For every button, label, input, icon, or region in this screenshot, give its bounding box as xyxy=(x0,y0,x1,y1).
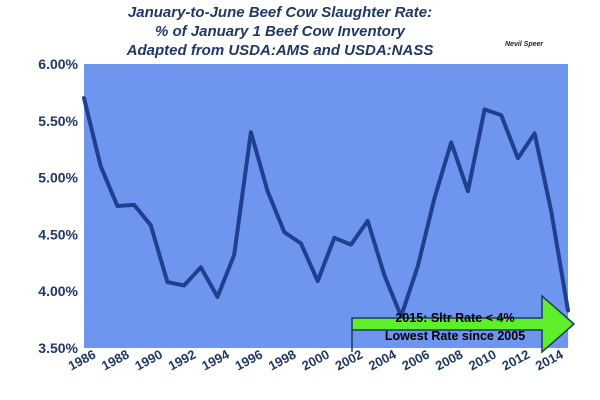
chart-subtitle: % of January 1 Beef Cow Inventory xyxy=(154,23,406,40)
plot-area xyxy=(84,64,568,348)
x-tick-label: 1998 xyxy=(266,347,299,374)
annotation-arrow xyxy=(351,294,576,354)
y-tick-label: 3.50% xyxy=(38,340,78,356)
y-axis-ticks: 3.50% 4.00% 4.50% 5.00% 5.50% 6.00% xyxy=(38,56,78,356)
x-tick-label: 1992 xyxy=(166,347,199,374)
x-axis-ticks: 1986 1988 1990 1992 1994 1996 1998 2000 2002 2004… xyxy=(66,346,567,373)
chart-source: Adapted from USDA:AMS and USDA:NASS xyxy=(126,42,434,59)
x-tick-label: 1990 xyxy=(132,347,165,374)
chart-credit: Nevil Speer xyxy=(505,41,544,48)
series-line xyxy=(82,96,570,319)
x-tick-label: 2000 xyxy=(299,347,332,374)
y-tick-label: 4.00% xyxy=(38,283,78,299)
x-tick-label: 2010 xyxy=(466,347,499,374)
y-tick-label: 5.00% xyxy=(38,170,78,186)
y-tick-label: 4.50% xyxy=(38,226,78,242)
annotation-line-1: 2015: Sltr Rate < 4% xyxy=(395,311,514,325)
x-tick-label: 1996 xyxy=(232,347,265,374)
x-tick-label: 2014 xyxy=(533,346,566,373)
annotation-line-2: Lowest Rate since 2005 xyxy=(385,329,525,343)
y-tick-label: 5.50% xyxy=(38,113,78,129)
chart-title: January-to-June Beef Cow Slaughter Rate: xyxy=(127,4,433,21)
y-tick-label: 6.00% xyxy=(38,56,78,72)
x-tick-label: 1988 xyxy=(99,347,132,374)
series-layer xyxy=(82,96,570,319)
x-tick-label: 2012 xyxy=(500,347,533,374)
x-tick-label: 2004 xyxy=(366,346,399,373)
x-tick-label: 2002 xyxy=(333,347,366,374)
x-tick-label: 1994 xyxy=(199,346,232,373)
annotation-callout: 2015: Sltr Rate < 4% Lowest Rate since 2… xyxy=(351,294,576,354)
x-tick-label: 2006 xyxy=(399,347,432,374)
x-tick-label: 2008 xyxy=(433,347,466,374)
